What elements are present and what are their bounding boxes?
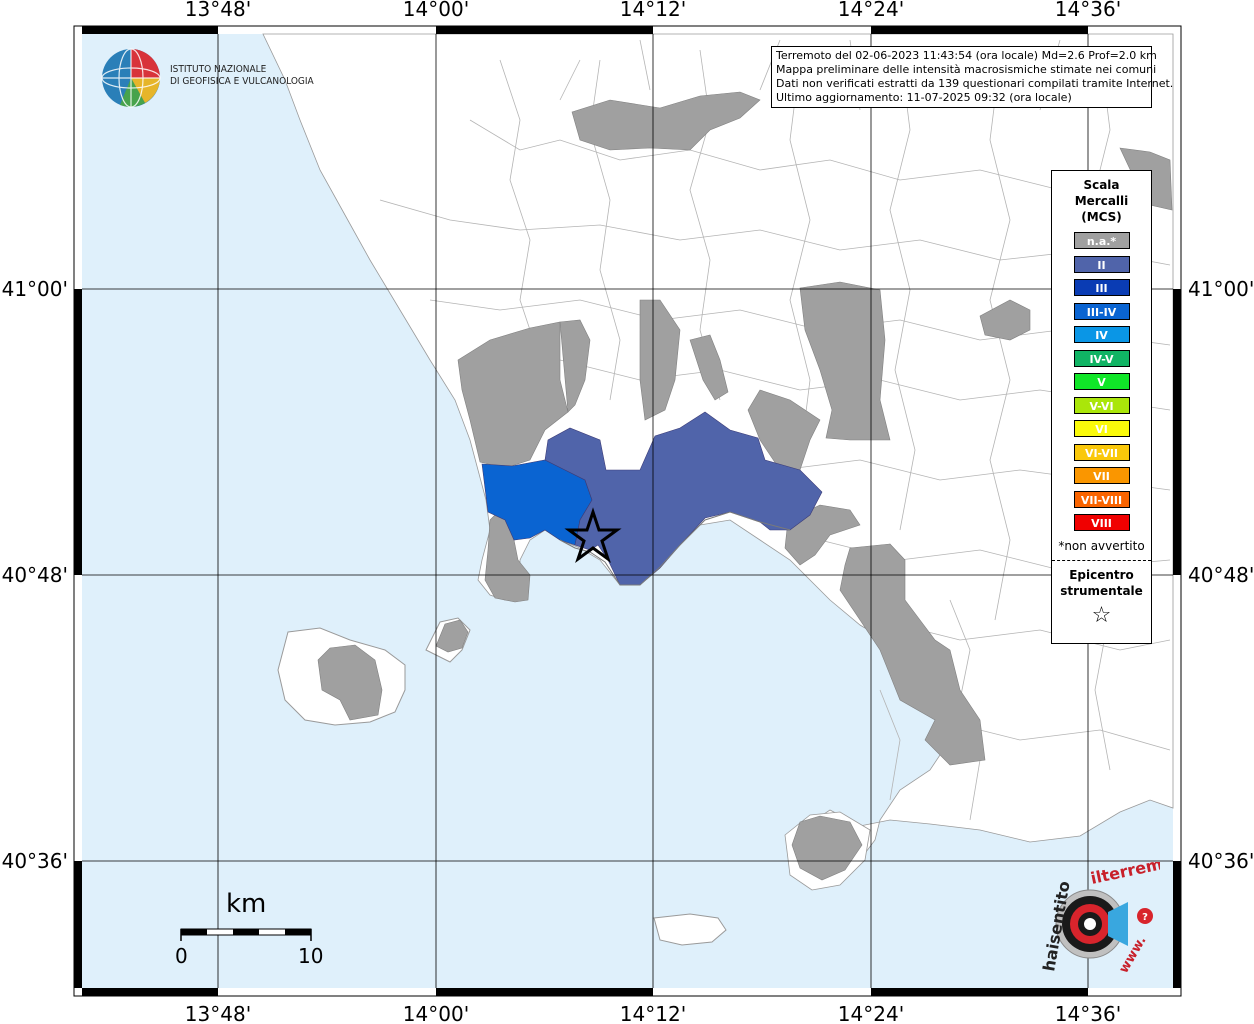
data-source-line: Dati non verificati estratti da 139 ques… (776, 77, 1174, 90)
legend-swatch: VI-VII (1073, 443, 1130, 461)
lon-tick-top-1: 13°48' (185, 0, 251, 21)
epicenter-star (564, 507, 622, 563)
lon-tick-top-5: 14°36' (1055, 0, 1121, 21)
mcs-ii-area (544, 411, 823, 586)
haisentito-logo: ? haisentito ilterremoto.it www. (1039, 862, 1160, 976)
lat-tick-right-3: 40°36' (1188, 849, 1254, 873)
legend-swatch: IV-V (1073, 349, 1130, 367)
lon-tick-bottom-1: 13°48' (185, 1002, 251, 1024)
lat-tick-left-3: 40°36' (2, 849, 68, 873)
legend-swatch: VII (1073, 467, 1130, 484)
legend-swatch: III-IV (1073, 302, 1130, 320)
scale-min-label: 0 (175, 944, 188, 968)
legend-swatch: VIII (1073, 514, 1130, 531)
lon-tick-bottom-5: 14°36' (1055, 1002, 1121, 1024)
watermark-accent-text: ilterremoto.it (1089, 862, 1160, 888)
lat-tick-left-2: 40°48' (2, 563, 68, 587)
legend-swatch: IV (1073, 326, 1130, 343)
legend-swatch: VII-VIII (1073, 490, 1130, 508)
legend-swatch: III (1073, 279, 1130, 296)
scale-bar (180, 928, 312, 941)
lat-tick-left-1: 41°00' (2, 277, 68, 301)
lon-tick-top-2: 14°00' (403, 0, 469, 21)
lon-tick-bottom-3: 14°12' (620, 1002, 686, 1024)
svg-text:?: ? (1142, 912, 1148, 923)
legend-swatch: V-VI (1073, 396, 1130, 414)
legend-swatch: VI (1073, 420, 1130, 437)
legend-separator (1052, 560, 1151, 561)
lon-tick-top-3: 14°12' (620, 0, 686, 21)
legend-title: Scala Mercalli (MCS) (1074, 178, 1129, 224)
legend-swatch: n.a.* (1073, 232, 1130, 249)
mcs-legend: Scala Mercalli (MCS) n.a.* II III III-IV IV I… (1051, 170, 1152, 644)
event-info-box: Terremoto del 02-06-2023 11:43:54 (ora l… (771, 46, 1174, 108)
event-info-line: Terremoto del 02-06-2023 11:43:54 (ora l… (776, 49, 1157, 62)
last-update-line: Ultimo aggiornamento: 11-07-2025 09:32 (… (776, 91, 1072, 104)
ingv-institute-name: ISTITUTO NAZIONALE DI GEOFISICA E VULCAN… (170, 64, 314, 87)
scale-unit: km (226, 889, 267, 919)
legend-star-icon: ☆ (1091, 603, 1112, 628)
map-description-line: Mappa preliminare delle intensità macros… (776, 63, 1157, 76)
lat-tick-right-2: 40°48' (1188, 563, 1254, 587)
lat-tick-right-1: 41°00' (1188, 277, 1254, 301)
lon-tick-bottom-2: 14°00' (403, 1002, 469, 1024)
scale-max-label: 10 (298, 944, 324, 968)
legend-note: *non avvertito (1058, 539, 1145, 553)
ingv-logo (101, 48, 161, 108)
legend-swatch: II (1073, 255, 1130, 273)
lon-tick-top-4: 14°24' (838, 0, 904, 21)
legend-epicenter-label: Epicentro strumentale (1060, 568, 1143, 598)
legend-swatch: V (1073, 373, 1130, 390)
island-capri (653, 913, 727, 946)
frame-bars (74, 26, 1181, 996)
lon-tick-bottom-4: 14°24' (838, 1002, 904, 1024)
